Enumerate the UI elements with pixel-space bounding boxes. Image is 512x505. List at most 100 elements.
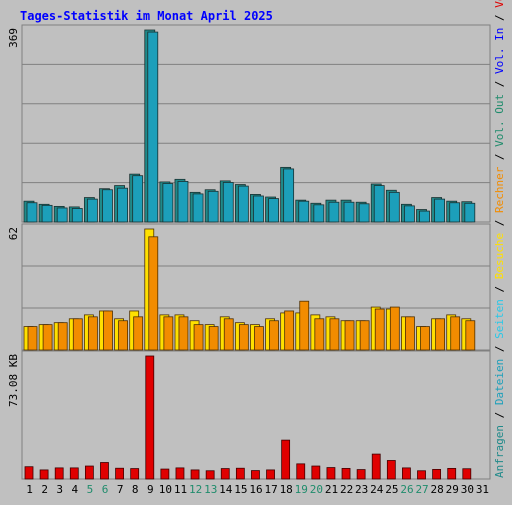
bar-volumen-day-8 [130, 468, 140, 480]
bar-rechner-day-18 [284, 310, 295, 351]
bar-volumen-day-29 [447, 467, 457, 480]
x-tick-label-day-1: 1 [26, 483, 33, 496]
bar-dateien-day-23 [358, 203, 370, 223]
x-tick-label-day-8: 8 [132, 483, 139, 496]
bar-rechner-day-19 [299, 300, 310, 351]
bar-rechner-day-24 [374, 308, 385, 351]
x-tick-label-day-21: 21 [325, 483, 338, 496]
bar-rechner-day-15 [238, 324, 249, 351]
x-tick-label-day-23: 23 [355, 483, 368, 496]
bar-volumen-day-6 [100, 462, 109, 480]
chart-panels: 369 62 73.08 KB [7, 24, 491, 480]
bar-volumen-day-17 [266, 469, 275, 480]
bar-dateien-day-14 [222, 182, 234, 223]
bar-rechner-day-8 [133, 316, 144, 351]
legend-entry-rechner: Rechner [493, 166, 506, 213]
y-axis-max-label: 73.08 KB [7, 354, 20, 407]
bar-dateien-day-15 [237, 185, 249, 223]
bar-dateien-day-9 [147, 31, 159, 223]
bar-rechner-day-20 [314, 318, 325, 351]
x-tick-label-day-24: 24 [370, 483, 384, 496]
legend-text: Anfragen / Dateien / Seiten / Besuche / … [493, 0, 506, 478]
bar-volumen-day-11 [175, 467, 185, 480]
x-tick-label-day-5: 5 [87, 483, 94, 496]
bar-dateien-day-2 [41, 204, 53, 223]
x-tick-label-day-27: 27 [415, 483, 428, 496]
bar-volumen-day-30 [462, 468, 472, 480]
legend-separator: / [493, 405, 506, 425]
bar-dateien-day-30 [464, 202, 476, 223]
x-tick-label-day-31: 31 [476, 483, 489, 496]
legend-separator: / [493, 8, 506, 28]
bar-volumen-day-19 [296, 463, 306, 480]
chart-title: Tages-Statistik im Monat April 2025 [20, 9, 273, 23]
bar-volumen-day-3 [54, 467, 64, 480]
x-tick-label-day-30: 30 [461, 483, 474, 496]
bar-rechner-day-5 [87, 316, 98, 351]
x-tick-label-day-11: 11 [174, 483, 187, 496]
bar-volumen-day-26 [402, 467, 411, 480]
bar-volumen-day-9 [145, 355, 155, 480]
x-tick-label-day-29: 29 [446, 483, 459, 496]
bar-rechner-day-26 [405, 316, 415, 351]
legend-separator: / [493, 147, 506, 167]
x-tick-label-day-9: 9 [147, 483, 154, 496]
bar-dateien-day-12 [192, 193, 204, 223]
bar-dateien-day-1 [26, 202, 38, 223]
legend-entry-anfragen: Anfragen [493, 425, 506, 478]
bar-dateien-day-16 [253, 195, 264, 223]
bar-rechner-day-17 [269, 320, 279, 351]
bar-volumen-day-23 [356, 469, 366, 480]
legend-separator: / [493, 74, 506, 94]
x-tick-label-day-10: 10 [159, 483, 172, 496]
bar-rechner-day-2 [42, 324, 53, 351]
bar-volumen-day-12 [190, 469, 200, 480]
x-tick-label-day-22: 22 [340, 483, 353, 496]
bar-volumen-day-18 [281, 439, 291, 480]
bar-volumen-day-1 [24, 466, 34, 480]
legend-separator: / [493, 339, 506, 359]
bar-dateien-day-5 [86, 198, 98, 223]
legend-entry-dateien: Dateien [493, 359, 506, 405]
legend-entry-vol-in: Vol. In [493, 28, 506, 74]
bar-dateien-day-19 [298, 200, 310, 223]
right-legend: Anfragen / Dateien / Seiten / Besuche / … [493, 0, 506, 478]
x-tick-label-day-12: 12 [189, 483, 202, 496]
bar-volumen-day-5 [84, 465, 94, 480]
legend-entry-besuche: Besuche [493, 233, 506, 279]
bar-dateien-day-10 [162, 183, 174, 223]
bar-rechner-day-14 [223, 318, 234, 351]
bar-rechner-day-13 [208, 326, 219, 351]
bar-rechner-day-29 [450, 316, 461, 351]
bar-volumen-day-24 [371, 453, 381, 480]
bar-dateien-day-22 [343, 201, 355, 223]
bar-dateien-day-29 [449, 202, 461, 223]
bar-rechner-day-16 [254, 326, 264, 351]
bar-volumen-day-16 [251, 470, 260, 480]
x-tick-label-day-18: 18 [280, 483, 293, 496]
bar-dateien-day-25 [388, 191, 400, 223]
panel-top: 369 [7, 24, 491, 223]
x-tick-label-day-26: 26 [400, 483, 413, 496]
bar-rechner-day-4 [72, 318, 83, 351]
x-tick-label-day-13: 13 [204, 483, 217, 496]
bar-rechner-day-23 [359, 320, 370, 351]
legend-entry-volumen: Volumen [493, 0, 506, 8]
bar-dateien-day-27 [419, 210, 430, 223]
bar-dateien-day-18 [283, 168, 295, 223]
bar-rechner-day-25 [389, 306, 400, 351]
x-tick-label-day-6: 6 [102, 483, 109, 496]
x-tick-label-day-20: 20 [310, 483, 323, 496]
bar-rechner-day-3 [57, 322, 68, 351]
bar-dateien-day-7 [117, 187, 128, 223]
panel-bottom: 73.08 KB [7, 350, 491, 480]
y-axis-max-label: 369 [7, 28, 20, 48]
bar-dateien-day-4 [71, 208, 83, 223]
bar-dateien-day-13 [207, 190, 219, 223]
bar-dateien-day-6 [102, 189, 113, 223]
bar-dateien-day-24 [373, 185, 385, 223]
bar-volumen-day-13 [205, 470, 215, 480]
